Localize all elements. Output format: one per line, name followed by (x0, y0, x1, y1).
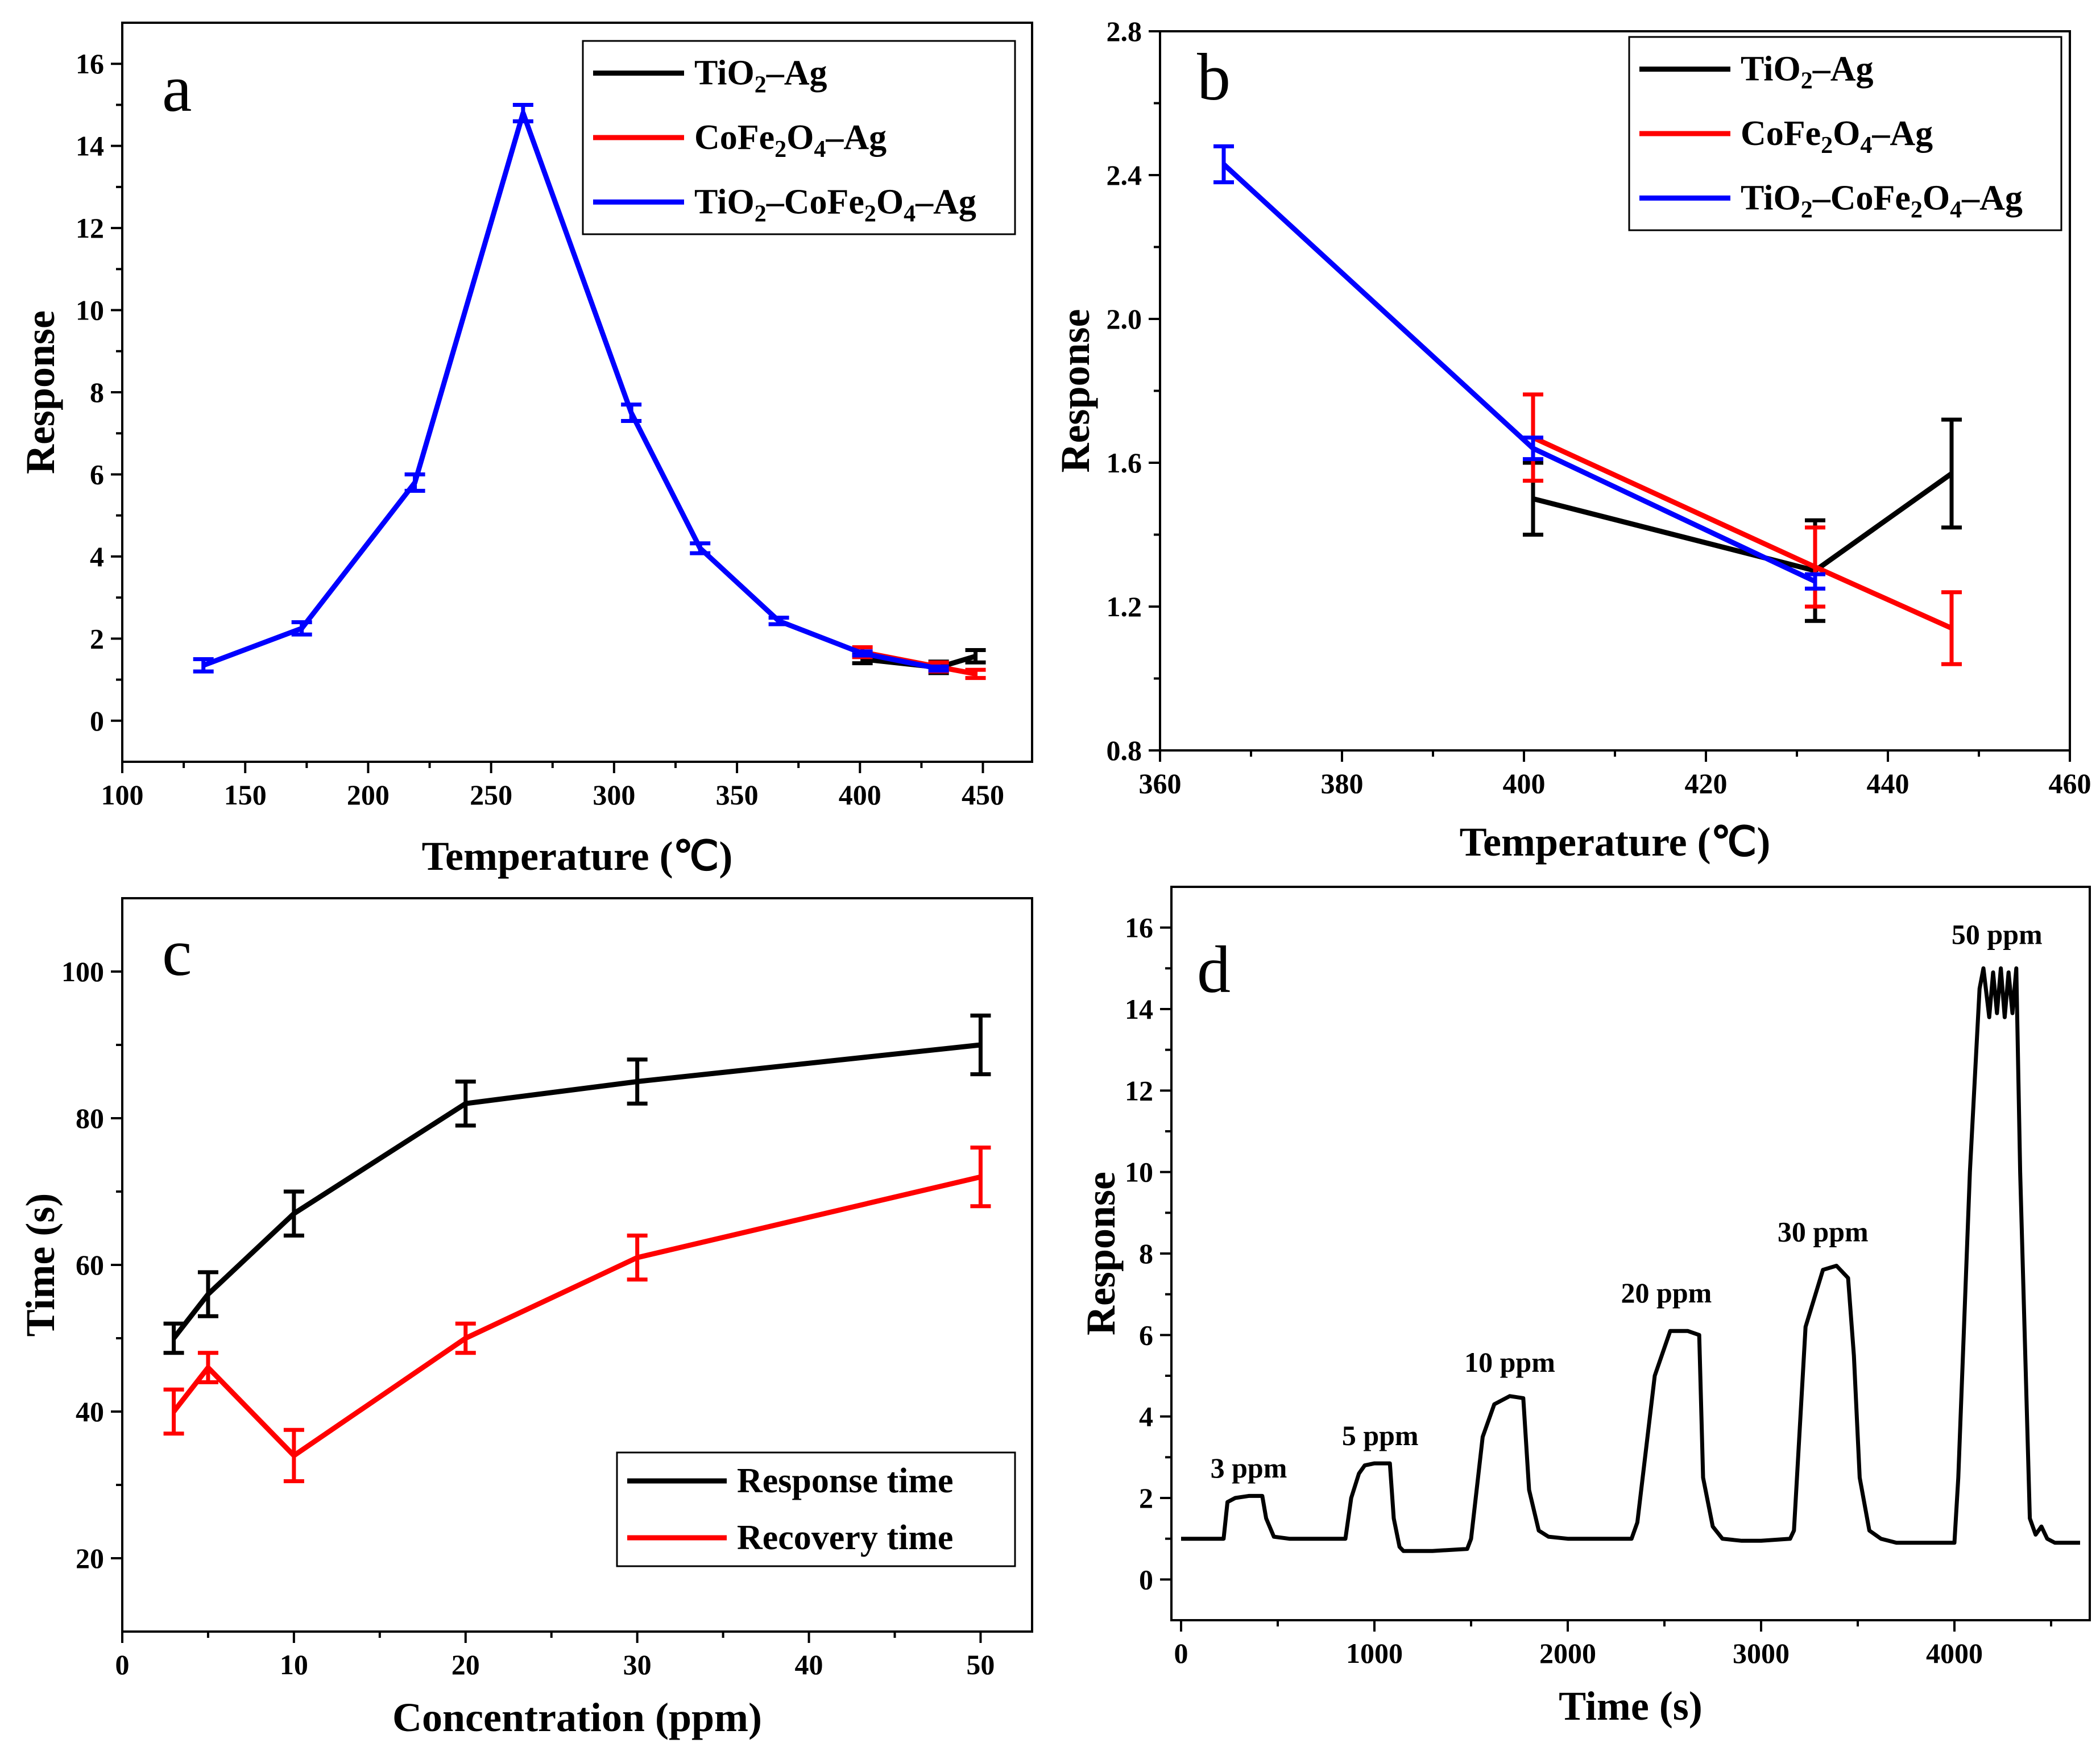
series-line-0 (1532, 471, 1953, 574)
legend-label-0: Response time (737, 1462, 954, 1500)
legend-label-1: CoFe2O4–Ag (694, 118, 887, 163)
data-area (1213, 144, 1962, 666)
y-tick-label: 16 (1125, 912, 1153, 944)
x-tick-label: 460 (2049, 767, 2091, 799)
y-tick-label: 100 (61, 956, 104, 987)
data-area (163, 1013, 991, 1484)
series-line-1 (172, 1174, 981, 1458)
x-tick-label: 3000 (1733, 1637, 1790, 1669)
x-tick-label: 200 (347, 779, 390, 811)
y-tick-label: 0 (1139, 1563, 1153, 1595)
x-tick-label: 4000 (1926, 1637, 1983, 1669)
x-tick-label: 50 (966, 1649, 995, 1680)
series-line-0 (1181, 966, 2080, 1553)
x-tick-label: 440 (1867, 767, 1910, 799)
concentration-label: 5 ppm (1342, 1420, 1419, 1451)
y-tick-label: 12 (1125, 1074, 1153, 1106)
y-tick-label: 20 (76, 1542, 104, 1574)
legend-label-2: TiO2–CoFe2O4–Ag (694, 182, 976, 227)
y-tick-label: 1.2 (1107, 591, 1142, 622)
x-tick-label: 380 (1321, 767, 1364, 799)
concentration-label: 3 ppm (1211, 1452, 1287, 1484)
plot-frame (1170, 886, 2091, 1621)
series-line-1 (1532, 435, 1953, 631)
y-tick-label: 2.8 (1107, 15, 1142, 47)
y-tick-label: 2.4 (1107, 159, 1142, 191)
x-tick-label: 30 (623, 1649, 652, 1680)
concentration-label: 20 ppm (1621, 1277, 1712, 1309)
legend-label-0: TiO2–Ag (694, 54, 827, 98)
y-tick-label: 0 (90, 705, 104, 737)
y-tick-label: 4 (90, 541, 104, 572)
legend-label-0: TiO2–Ag (1741, 50, 1873, 94)
y-axis-label: Response (18, 310, 63, 474)
y-tick-label: 10 (1125, 1156, 1153, 1188)
panel-a: 100 150 200 250 300 350 400 450 0 2 4 6 8 10 12 14 16 Tem… (18, 22, 1033, 879)
y-tick-label: 2.0 (1107, 303, 1142, 335)
panel-label: b (1197, 40, 1231, 114)
y-tick-label: 1.6 (1107, 447, 1142, 479)
x-tick-label: 360 (1139, 767, 1182, 799)
series-line-0 (172, 1042, 981, 1340)
x-tick-label: 1000 (1346, 1637, 1403, 1669)
x-tick-label: 40 (795, 1649, 823, 1680)
x-tick-label: 250 (470, 779, 512, 811)
x-tick-label: 400 (1503, 767, 1546, 799)
y-tick-label: 0.8 (1107, 734, 1142, 766)
x-tick-label: 100 (101, 779, 144, 811)
y-tick-label: 14 (1125, 993, 1153, 1025)
x-axis-label: Temperature (℃) (422, 833, 733, 879)
x-tick-label: 10 (280, 1649, 308, 1680)
y-tick-label: 14 (76, 130, 104, 162)
data-area (193, 102, 986, 680)
concentration-label: 10 ppm (1464, 1346, 1555, 1378)
y-axis-label: Response (1078, 1172, 1124, 1335)
x-tick-label: 350 (716, 779, 759, 811)
y-tick-label: 6 (1139, 1319, 1153, 1351)
legend-label-1: Recovery time (737, 1518, 953, 1557)
y-tick-label: 10 (76, 294, 104, 326)
panel-b: 360 380 400 420 440 460 0.8 1.2 1.6 2.0 2.4 2.8 Temp… (1053, 15, 2091, 865)
x-axis-label: Concentration (ppm) (392, 1695, 762, 1740)
x-tick-label: 0 (115, 1649, 130, 1680)
y-tick-label: 60 (76, 1249, 104, 1281)
x-tick-label: 450 (962, 779, 1004, 811)
legend-box (616, 1451, 1016, 1567)
y-tick-label: 8 (90, 376, 104, 408)
concentration-label: 30 ppm (1778, 1216, 1869, 1248)
y-tick-label: 4 (1139, 1401, 1153, 1433)
panel-c: 0 10 20 30 40 50 20 40 60 80 100 Concentration (ppm… (18, 897, 1033, 1740)
legend: TiO2–Ag CoFe2O4–Ag TiO2–CoFe2O4–Ag (582, 40, 1016, 235)
y-tick-label: 8 (1139, 1238, 1153, 1269)
x-tick-label: 150 (224, 779, 267, 811)
x-tick-label: 20 (452, 1649, 480, 1680)
y-axis-label: Time (s) (18, 1193, 63, 1337)
y-tick-label: 16 (76, 48, 104, 80)
x-axis-label: Temperature (℃) (1460, 819, 1771, 865)
panel-label: a (162, 51, 192, 126)
panel-label: c (162, 915, 192, 990)
x-tick-label: 300 (593, 779, 635, 811)
y-tick-label: 2 (1139, 1482, 1153, 1514)
concentration-label: 50 ppm (1952, 918, 2043, 950)
x-axis-label: Time (s) (1559, 1683, 1703, 1729)
x-tick-label: 2000 (1539, 1637, 1596, 1669)
x-tick-label: 400 (839, 779, 881, 811)
legend: Response time Recovery time (616, 1451, 1016, 1567)
x-tick-label: 420 (1685, 767, 1728, 799)
legend: TiO2–Ag CoFe2O4–Ag TiO2–CoFe2O4–Ag (1628, 36, 2062, 231)
legend-label-2: TiO2–CoFe2O4–Ag (1741, 179, 2023, 223)
y-tick-label: 80 (76, 1102, 104, 1134)
panel-label: d (1197, 932, 1231, 1007)
x-tick-label: 0 (1174, 1637, 1188, 1669)
y-tick-label: 6 (90, 458, 104, 490)
data-area (1181, 966, 2080, 1553)
y-tick-label: 40 (76, 1396, 104, 1427)
y-axis-label: Response (1053, 309, 1098, 472)
legend-label-1: CoFe2O4–Ag (1741, 114, 1933, 159)
y-tick-label: 2 (90, 622, 104, 654)
panel-d: 0 1000 2000 3000 4000 0 2 4 6 8 10 12 14 16 Time (s) Re… (1078, 886, 2091, 1729)
y-tick-label: 12 (76, 212, 104, 244)
